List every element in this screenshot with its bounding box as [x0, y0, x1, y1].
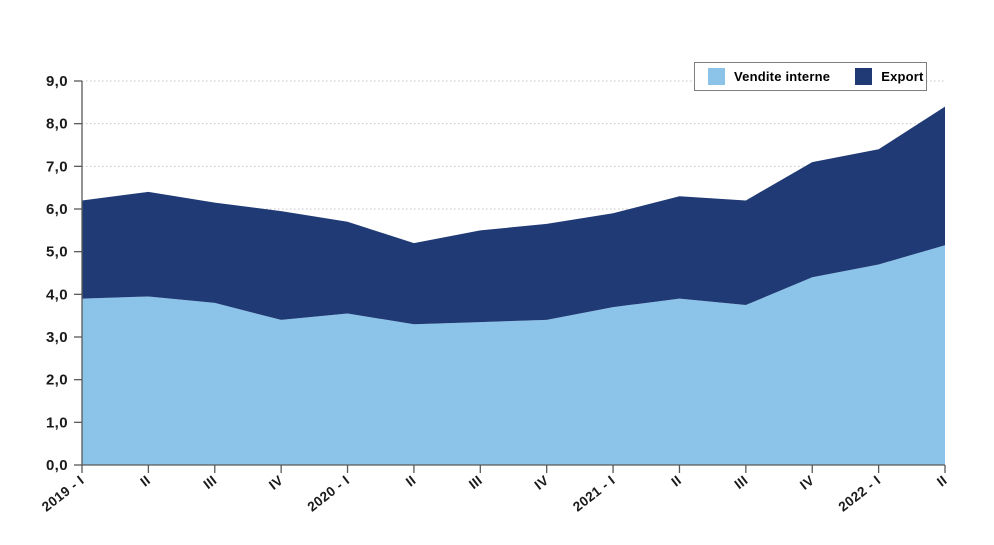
legend-item-vendite-interne: Vendite interne — [708, 68, 830, 85]
x-tick-label: III — [732, 473, 751, 492]
legend-item-export: Export — [855, 68, 923, 85]
x-tick-label: 2019 - I — [39, 473, 87, 515]
legend-label-export: Export — [881, 69, 924, 84]
y-tick-label: 8,0 — [46, 116, 68, 133]
legend-label-vendite-interne: Vendite interne — [734, 69, 831, 84]
x-tick-label: IV — [266, 473, 286, 493]
x-tick-label: 2022 - I — [836, 473, 884, 515]
y-tick-label: 1,0 — [46, 414, 68, 431]
legend-swatch-export — [855, 68, 873, 85]
x-tick-label: II — [934, 473, 950, 490]
x-tick-label: 2021 - I — [570, 473, 618, 515]
x-tick-label: II — [137, 473, 153, 490]
area-vendite-interne — [82, 245, 945, 465]
x-tick-label: III — [466, 473, 485, 492]
area-export — [82, 106, 945, 325]
y-tick-label: 6,0 — [46, 201, 68, 218]
y-tick-label: 2,0 — [46, 372, 68, 389]
x-tick-label: III — [201, 473, 220, 492]
x-tick-label: 2020 - I — [305, 473, 353, 515]
x-tick-label: IV — [797, 473, 817, 493]
y-tick-label: 9,0 — [46, 73, 68, 90]
y-tick-label: 5,0 — [46, 244, 68, 261]
y-tick-label: 3,0 — [46, 329, 68, 346]
x-tick-label: IV — [532, 473, 552, 493]
x-tick-label: II — [669, 473, 685, 490]
x-tick-label: II — [403, 473, 419, 490]
legend-swatch-vendite-interne — [708, 68, 725, 85]
y-tick-label: 0,0 — [46, 457, 68, 474]
y-tick-label: 7,0 — [46, 158, 68, 175]
y-tick-label: 4,0 — [46, 286, 68, 303]
chart-legend: Vendite interne Export — [694, 62, 927, 91]
